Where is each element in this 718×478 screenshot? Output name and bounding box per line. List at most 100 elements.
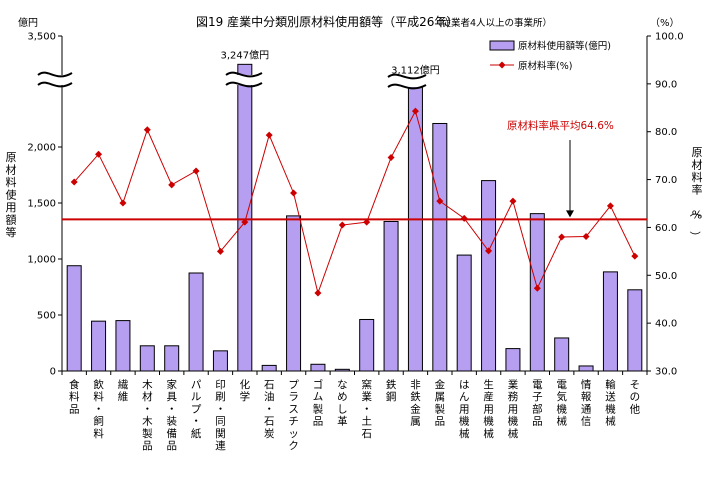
y-tick-label: 1,500 <box>27 199 56 210</box>
ratio-line-series <box>70 107 639 297</box>
y2-tick-label: 60.0 <box>655 223 677 234</box>
break-gap <box>226 75 262 85</box>
ratio-marker <box>216 247 224 255</box>
category-label: パルプ・紙 <box>191 379 202 440</box>
category-label: 輸送機械 <box>605 378 616 428</box>
category-label: 繊維 <box>118 378 129 403</box>
category-label: 食料品 <box>69 378 80 415</box>
y2-tick-label: 100.0 <box>655 32 684 43</box>
category-label: プラスチック <box>288 379 299 452</box>
ratio-marker <box>582 233 590 241</box>
y2-tick-label: 30.0 <box>655 367 677 378</box>
break-gap <box>38 75 72 85</box>
right-tick-labels: 30.0 40.0 50.0 60.0 70.0 80.0 90.0 100.0 <box>655 32 684 378</box>
category-label: 生産用機械 <box>483 378 494 440</box>
category-labels: 食料品 飲料・飼料 繊維 木材・木製品 家具・装備品 パルプ・紙 印刷・同関連 化学 石油・石炭… <box>69 378 641 452</box>
break-wave <box>387 73 427 80</box>
ratio-marker <box>265 131 273 139</box>
category-label: はん用機械 <box>459 379 470 440</box>
y-tick-label: 3,500 <box>27 32 56 43</box>
bar <box>91 320 107 372</box>
ratio-marker <box>411 107 419 115</box>
category-label: 業務用機械 <box>508 378 519 440</box>
bar <box>261 364 277 372</box>
legend-bar-label: 原材料使用額等(億円) <box>518 40 611 52</box>
ratio-marker <box>509 197 517 205</box>
y2-tick-label: 50.0 <box>655 271 677 282</box>
ratio-marker <box>143 126 151 134</box>
ratio-marker <box>70 178 78 186</box>
bar <box>310 363 326 372</box>
ratio-marker <box>387 154 395 162</box>
bar <box>212 350 228 372</box>
legend-line-label: 原材料率(%) <box>518 60 572 72</box>
break-wave <box>225 71 263 78</box>
bar <box>188 272 204 372</box>
axes <box>58 35 651 375</box>
ratio-marker <box>95 150 103 158</box>
bar <box>505 348 521 372</box>
left-axis-title: 原材料使用額等 <box>6 151 17 239</box>
bar <box>602 271 618 372</box>
value-annotations: 3,247億円 3,112億円 <box>220 48 439 76</box>
category-label: 石油・石炭 <box>264 379 275 440</box>
category-label: 印刷・同関連 <box>215 379 226 452</box>
y-tick-label: 2,000 <box>27 143 56 154</box>
category-label: その他 <box>630 379 641 415</box>
y2-tick-label: 70.0 <box>655 175 677 186</box>
category-label: 電子部品 <box>532 379 543 428</box>
average-line-label: 原材料率県平均64.6% <box>507 119 614 132</box>
break-wave <box>225 81 263 88</box>
ratio-marker <box>168 181 176 189</box>
break-gap <box>388 77 426 87</box>
bar <box>383 220 399 372</box>
y-tick-label: 500 <box>37 311 56 322</box>
ratio-marker <box>314 289 322 297</box>
chart-title: 図19 産業中分類別原材料使用額等（平成26年） <box>196 14 458 29</box>
ratio-marker <box>460 214 468 222</box>
break-wave <box>387 83 427 90</box>
bar <box>627 289 643 372</box>
right-axis-title: 原材料率（%） <box>689 146 703 242</box>
ratio-marker <box>631 252 639 260</box>
category-label: 飲料・飼料 <box>93 378 104 440</box>
bar <box>578 365 594 372</box>
ratio-marker <box>241 218 249 226</box>
y-tick-label: 0 <box>50 367 56 378</box>
category-label: 家具・装備品 <box>166 378 177 452</box>
bar <box>139 345 155 372</box>
category-label: 金属製品 <box>435 378 446 428</box>
y-tick-label: 1,000 <box>27 255 56 266</box>
bar <box>456 254 472 372</box>
ratio-marker <box>436 197 444 205</box>
category-label: 電気機械 <box>556 379 567 428</box>
left-unit-label: 億円 <box>18 16 38 29</box>
ratio-marker <box>606 202 614 210</box>
ratio-marker <box>192 167 200 175</box>
y2-tick-label: 40.0 <box>655 319 677 330</box>
category-label: 非鉄金属 <box>410 379 421 428</box>
category-label: ゴム製品 <box>313 378 324 428</box>
bar <box>481 180 497 372</box>
ratio-marker <box>485 247 493 255</box>
break-wave <box>37 71 73 78</box>
legend: 原材料使用額等(億円) 原材料率(%) <box>489 40 611 72</box>
bar <box>115 320 131 372</box>
category-label: 鉄鋼 <box>386 378 397 403</box>
average-arrow-head <box>566 210 574 218</box>
break-wave <box>37 81 73 88</box>
legend-line-marker <box>498 61 506 69</box>
bar-series <box>66 63 643 372</box>
y2-tick-label: 90.0 <box>655 79 677 90</box>
axis-title-text: 原材料率（%） <box>689 146 703 242</box>
chart-subtitle: （従業者4人以上の事業所） <box>432 17 552 29</box>
category-label: 情報通信 <box>581 378 592 428</box>
ratio-line <box>73 109 636 295</box>
ratio-marker <box>363 218 371 226</box>
value-annotation: 3,247億円 <box>220 48 269 61</box>
ratio-marker <box>558 233 566 241</box>
bar <box>164 345 180 372</box>
ratio-marker <box>119 199 127 207</box>
ratio-marker <box>533 284 541 292</box>
